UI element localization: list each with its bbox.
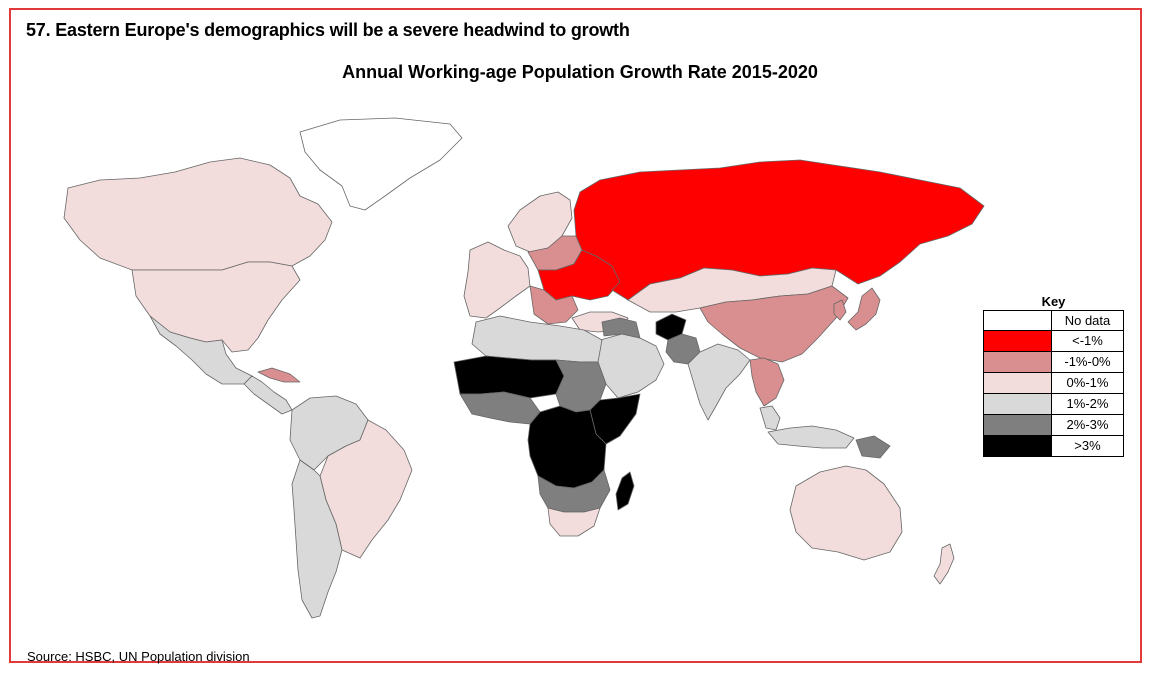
region-new-zealand (933, 543, 955, 585)
region-indochina (749, 357, 785, 407)
key-rows: No data <-1% -1%-0% 0%-1% 1%-2% 2%-3% >3% (983, 310, 1124, 457)
region-india (687, 343, 751, 421)
region-kazakhstan-mongolia (627, 267, 837, 313)
region-western-europe (463, 241, 531, 319)
region-greenland (299, 117, 463, 211)
region-sahel (453, 355, 565, 399)
key-swatch (984, 331, 1052, 351)
key-item: <-1% (983, 331, 1124, 352)
key-swatch (984, 436, 1052, 456)
map-title: Annual Working-age Population Growth Rat… (342, 62, 818, 82)
region-central-america (243, 375, 293, 415)
key-swatch (984, 352, 1052, 372)
key-label: -1%-0% (1064, 354, 1111, 369)
region-australia (789, 465, 903, 561)
key-item: No data (983, 310, 1124, 331)
region-canada (63, 157, 333, 271)
region-korea (833, 299, 847, 321)
region-usa (131, 261, 301, 353)
region-iraq-syria (601, 317, 641, 339)
key-label: 1%-2% (1066, 396, 1109, 411)
region-southern-africa (537, 469, 611, 513)
region-balkans (529, 285, 579, 325)
map-key: Key No data <-1% -1%-0% 0%-1% 1%-2% 2%-3% >3% (983, 293, 1124, 457)
key-label: No data (1064, 313, 1111, 328)
region-papua (855, 435, 891, 459)
key-label: <-1% (1072, 333, 1103, 348)
region-southern-cone (291, 459, 343, 619)
region-russia (573, 159, 985, 301)
region-china (699, 285, 849, 363)
key-item: 0%-1% (983, 373, 1124, 394)
region-indonesia (767, 425, 855, 449)
region-madagascar (615, 471, 635, 511)
region-middle-east (597, 333, 665, 399)
key-label: 2%-3% (1066, 417, 1109, 432)
key-label: >3% (1074, 438, 1101, 453)
key-swatch (984, 311, 1052, 330)
key-label: 0%-1% (1066, 375, 1109, 390)
chart-frame (9, 8, 1142, 663)
key-item: -1%-0% (983, 352, 1124, 373)
key-item: >3% (983, 436, 1124, 457)
region-southeast-asia (759, 405, 781, 431)
source-note: Source: HSBC, UN Population division (27, 649, 250, 664)
key-swatch (984, 394, 1052, 414)
region-south-africa (547, 507, 601, 537)
region-scandinavia (507, 191, 573, 253)
key-item: 1%-2% (983, 394, 1124, 415)
key-swatch (984, 373, 1052, 393)
key-swatch (984, 415, 1052, 435)
region-japan (847, 287, 881, 331)
region-cuba (257, 367, 301, 383)
key-item: 2%-3% (983, 415, 1124, 436)
key-title: Key (1041, 294, 1066, 309)
header-title: 57. Eastern Europe's demographics will b… (26, 20, 630, 40)
